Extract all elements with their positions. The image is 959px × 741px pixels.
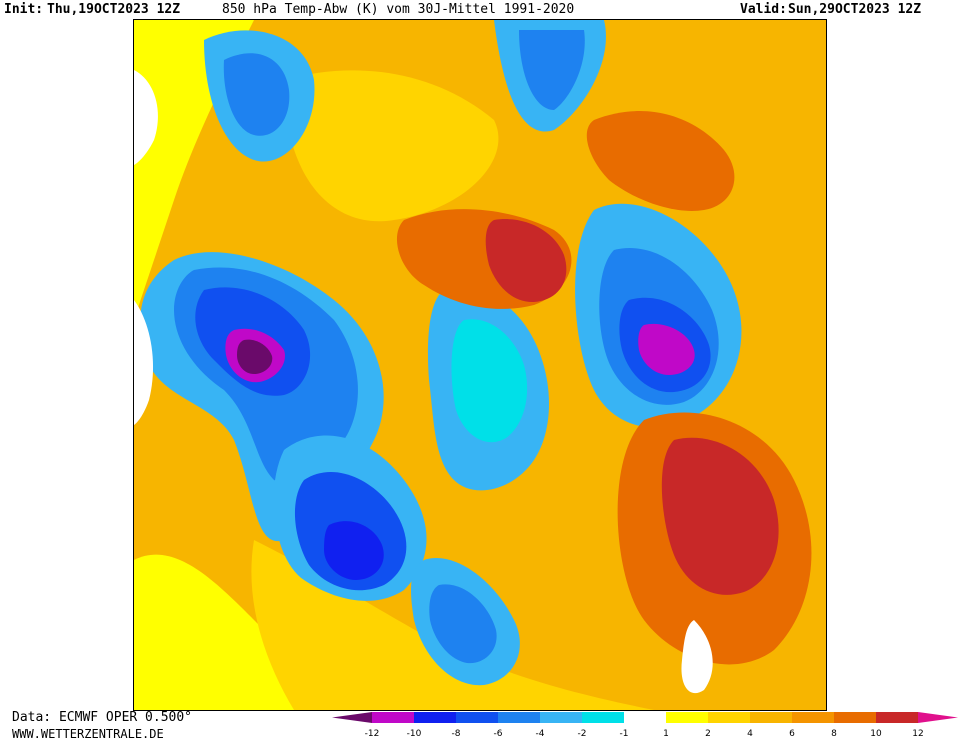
header-bar: Init: Thu,19OCT2023 12Z 850 hPa Temp-Abw… [0,0,959,20]
legend-swatch [414,712,456,723]
anomaly-field-cold-arctic-core [451,319,528,443]
valid-label: Valid: [740,2,787,17]
legend-tick-label: 4 [747,729,753,739]
legend-tick-label: -1 [620,729,629,739]
anomaly-field-neutral-west [134,300,154,425]
color-scale-legend: -12 -10 -8 -6 -4 -2 -1 1 2 4 6 8 10 12 [332,712,958,739]
anomaly-field-cold-north-core [519,30,585,110]
legend-swatch [372,712,414,723]
legend-tick-label: 1 [663,729,669,739]
legend-tick-label: 6 [789,729,795,739]
anomaly-field-warm-east-core [661,437,779,595]
legend-tick-label: 12 [912,729,923,739]
map-title: 850 hPa Temp-Abw (K) vom 30J-Mittel 1991… [222,2,575,17]
anomaly-field-cold-west-core [237,339,273,374]
anomaly-field-yellow-south [251,540,655,710]
legend-swatch [750,712,792,723]
init-datetime: Thu,19OCT2023 12Z [47,2,181,17]
map-canvas [134,20,826,710]
legend-swatch [666,712,708,723]
legend-swatch [792,712,834,723]
anomaly-field-yellow-north [284,70,499,222]
legend-arrow-min [332,712,372,723]
website-credit[interactable]: WWW.WETTERZENTRALE.DE [12,727,164,741]
legend-arrow-max [918,712,958,723]
legend-swatch [456,712,498,723]
legend-swatch [624,712,666,723]
temperature-anomaly-map [133,19,827,711]
anomaly-field-neutral-southeast [681,620,713,694]
legend-swatch [540,712,582,723]
anomaly-field-cold-southwest-core [324,521,384,580]
data-source-credit: Data: ECMWF OPER 0.500° [12,710,193,725]
anomaly-field-cold-south-core [429,584,497,664]
legend-tick-label: -2 [578,729,587,739]
legend-swatch [708,712,750,723]
legend-tick-label: 8 [831,729,837,739]
legend-tick-label: -12 [365,729,380,739]
legend-swatch [582,712,624,723]
anomaly-field-cold-northwest-core [223,53,290,136]
legend-tick-label: -6 [494,729,503,739]
anomaly-field-yellow-west [134,20,254,320]
legend-tick-label: -10 [407,729,422,739]
legend-tick-label: 10 [870,729,882,739]
legend-swatch [834,712,876,723]
anomaly-field-cold-east-extreme [638,323,695,375]
legend-tick-label: -8 [452,729,461,739]
legend-tick-label: -4 [536,729,545,739]
legend-swatch [498,712,540,723]
anomaly-field-warm-northeast [586,111,735,211]
anomaly-field-neutral-northwest [134,70,158,165]
init-label: Init: [4,2,44,17]
legend-tick-label: 2 [705,729,711,739]
valid-datetime: Sun,29OCT2023 12Z [788,2,922,17]
legend-swatch [876,712,918,723]
anomaly-field-warm-north-core [485,219,567,303]
